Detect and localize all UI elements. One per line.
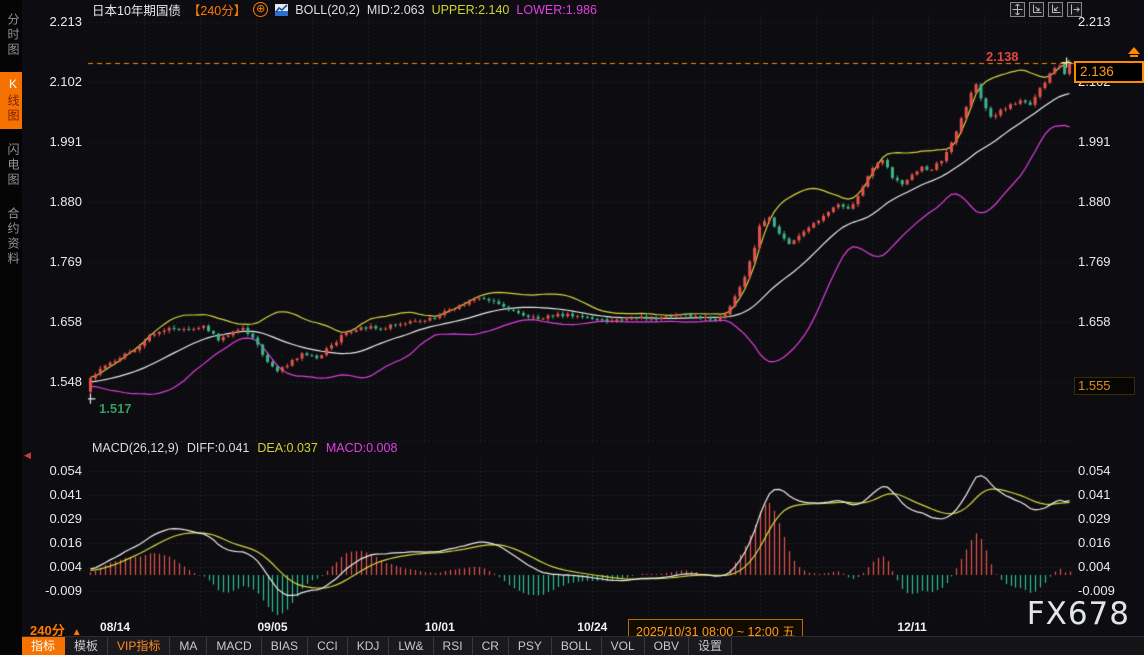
macd-tick-right-4: 0.004 [1078, 559, 1111, 575]
macd-tick-right-1: 0.041 [1078, 487, 1111, 503]
x-axis-date-2: 10/01 [424, 620, 455, 634]
macd-tick-left-5: -0.009 [45, 583, 82, 599]
x-axis-date-3: 10/24 [577, 620, 608, 634]
toolbar-item-10[interactable]: RSI [434, 637, 473, 655]
pane-collapse-icon[interactable]: ◀ [24, 450, 31, 460]
mini-chart-icon [275, 3, 289, 16]
fx678-watermark: FX678 [1026, 596, 1130, 632]
macd-name: MACD(26,12,9) [92, 441, 179, 455]
macd-diff-value: DIFF:0.041 [186, 441, 250, 455]
circle-plus-icon[interactable]: ⊕ [253, 2, 269, 17]
last-price-badge: 2.136 [1074, 61, 1144, 83]
toolbar-item-1[interactable]: 指标 [22, 637, 66, 655]
price-tick-right-0: 2.213 [1078, 14, 1111, 29]
period-selector[interactable]: 240分 ▲ [30, 623, 82, 638]
macd-header: MACD(26,12,9) DIFF:0.041 DEA:0.037 MACD:… [92, 441, 397, 455]
sidebar-tab-3[interactable]: 闪电图 [6, 143, 20, 188]
macd-tick-left-4: 0.004 [49, 559, 82, 575]
macd-tick-right-5: -0.009 [1078, 583, 1115, 599]
toolbar-item-14[interactable]: VOL [602, 637, 645, 655]
period-tag: 【240分】 [187, 4, 247, 18]
macd-tick-left-1: 0.041 [49, 487, 82, 503]
macd-dea-value: DEA:0.037 [257, 441, 318, 455]
toolbar-item-15[interactable]: OBV [645, 637, 689, 655]
x-axis-date-4: 12/11 [897, 620, 927, 634]
price-tick-right-4: 1.769 [1078, 254, 1111, 270]
sidebar-tab-2[interactable]: K线图 [0, 72, 22, 129]
chart-toolbuttons [1010, 2, 1082, 17]
price-tick-left-4: 1.769 [49, 254, 82, 270]
boll-mid-value: MID:2.063 [366, 2, 425, 17]
toolbar-item-12[interactable]: PSY [509, 637, 552, 655]
period-dropdown-arrow-icon: ▲ [71, 627, 82, 638]
toolbar-item-3[interactable]: VIP指标 [108, 637, 171, 655]
macd-macd-value: MACD:0.008 [325, 441, 398, 455]
price-tick-right-5: 1.658 [1078, 314, 1111, 330]
x-axis-date-0: 08/14 [100, 620, 131, 634]
macd-tick-left-0: 0.054 [49, 463, 82, 479]
boll-lower-value: LOWER:1.986 [516, 2, 597, 17]
toolbar-item-2[interactable]: 模板 [65, 637, 109, 655]
price-tick-right-3: 1.880 [1078, 194, 1111, 210]
price-tick-left-5: 1.658 [49, 314, 82, 330]
move-crosshair-icon[interactable] [1010, 2, 1025, 17]
price-tick-left-1: 2.102 [49, 74, 82, 90]
toolbar-filler [731, 637, 1144, 655]
macd-tick-left-2: 0.029 [49, 511, 82, 527]
boll-indicator-label: BOLL(20,2) [295, 2, 360, 17]
macd-tick-right-3: 0.016 [1078, 535, 1111, 551]
macd-tick-right-2: 0.029 [1078, 511, 1111, 527]
toolbar-item-11[interactable]: CR [473, 637, 509, 655]
session-low-label: 1.517 [99, 401, 132, 416]
x-axis-date-1: 09/05 [257, 620, 288, 634]
macd-tick-right-0: 0.054 [1078, 463, 1111, 479]
axis-low-badge: 1.555 [1074, 377, 1135, 395]
toolbar-item-8[interactable]: KDJ [348, 637, 390, 655]
sidebar-tab-4[interactable]: 合约资料 [6, 207, 20, 267]
zoom-in-x-icon[interactable] [1029, 2, 1044, 17]
toolbar-item-4[interactable]: MA [170, 637, 208, 655]
price-tick-left-0: 2.213 [49, 14, 82, 29]
sidebar-tab-1[interactable]: 分时图 [6, 13, 20, 58]
toolbar-item-5[interactable]: MACD [207, 637, 262, 655]
crosshair-date-badge: 2025/10/31 08:00 ~ 12:00 五 [628, 619, 803, 639]
price-tick-right-2: 1.991 [1078, 134, 1111, 150]
toolbar-item-13[interactable]: BOLL [552, 637, 602, 655]
toolbar-item-6[interactable]: BIAS [262, 637, 309, 655]
toolbar-item-7[interactable]: CCI [308, 637, 348, 655]
session-high-label: 2.138 [986, 49, 1019, 64]
macd-tick-left-3: 0.016 [49, 535, 82, 551]
price-alert-icon[interactable] [1127, 47, 1140, 59]
price-tick-left-6: 1.548 [49, 374, 82, 389]
toolbar-item-16[interactable]: 设置 [689, 637, 732, 655]
toolbar-item-9[interactable]: LW& [389, 637, 434, 655]
chart-type-sidebar: 分时图 K线图闪电图合约资料 [0, 0, 22, 655]
chart-header: 日本10年期国债 【240分】 ⊕ BOLL(20,2) MID:2.063 U… [92, 2, 597, 18]
indicator-toolbar: 指标 模板 VIP指标 MA MACD BIAS CCI KDJ LW& RSI CR PSY BOLL… [22, 636, 1144, 655]
boll-upper-value: UPPER:2.140 [431, 2, 510, 17]
shift-right-icon[interactable] [1067, 2, 1082, 17]
zoom-out-x-icon[interactable] [1048, 2, 1063, 17]
instrument-title: 日本10年期国债 [92, 4, 181, 18]
price-tick-left-3: 1.880 [49, 194, 82, 210]
price-tick-left-2: 1.991 [49, 134, 82, 150]
